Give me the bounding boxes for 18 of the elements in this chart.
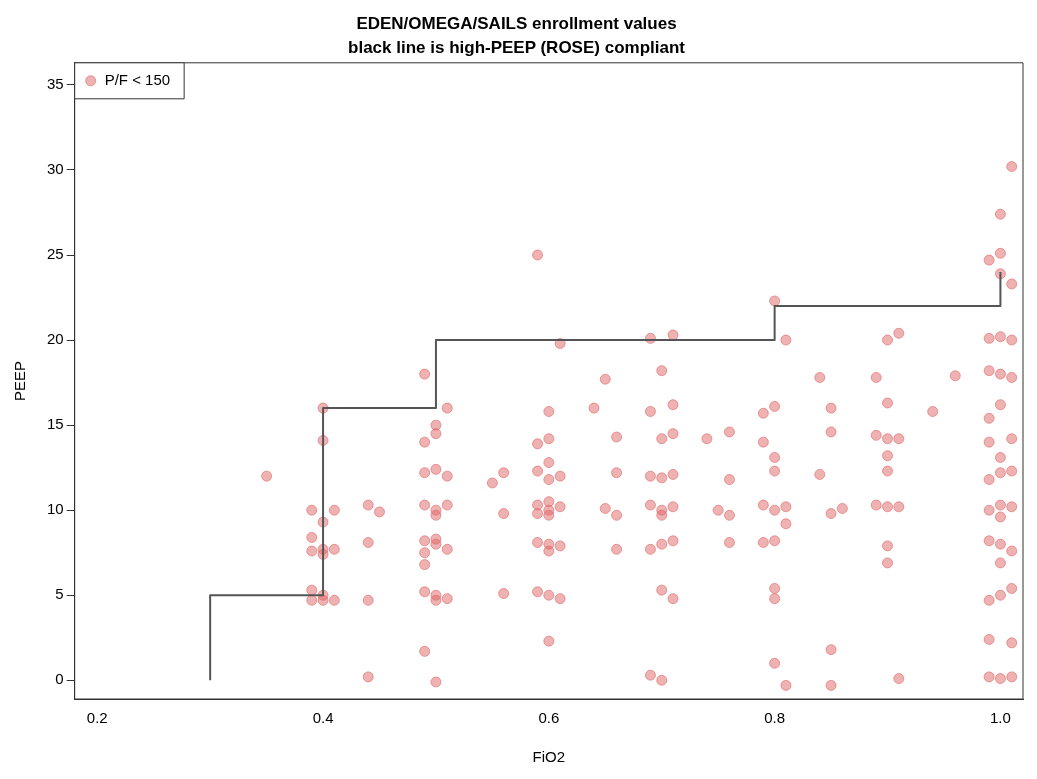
chart-title: EDEN/OMEGA/SAILS enrollment values — [356, 13, 677, 33]
y-tick-label: 0 — [55, 670, 64, 688]
legend-label: P/F < 150 — [104, 70, 171, 88]
x-axis-title: FiO2 — [532, 748, 566, 766]
y-tick-label: 5 — [55, 585, 64, 603]
x-tick-label: 1.0 — [989, 709, 1011, 727]
y-tick-label: 20 — [47, 330, 64, 348]
y-tick-label: 10 — [47, 500, 64, 518]
y-tick-label: 30 — [47, 160, 64, 178]
x-tick-label: 0.4 — [312, 709, 334, 727]
x-tick-label: 0.2 — [86, 709, 108, 727]
y-tick-label: 25 — [47, 245, 64, 263]
y-tick-label: 15 — [47, 415, 64, 433]
x-tick-label: 0.6 — [538, 709, 560, 727]
y-tick-label: 35 — [47, 75, 64, 93]
x-tick-label: 0.8 — [764, 709, 786, 727]
y-axis-title: PEEP — [11, 360, 29, 401]
chart-subtitle: black line is high-PEEP (ROSE) compliant — [348, 38, 686, 58]
